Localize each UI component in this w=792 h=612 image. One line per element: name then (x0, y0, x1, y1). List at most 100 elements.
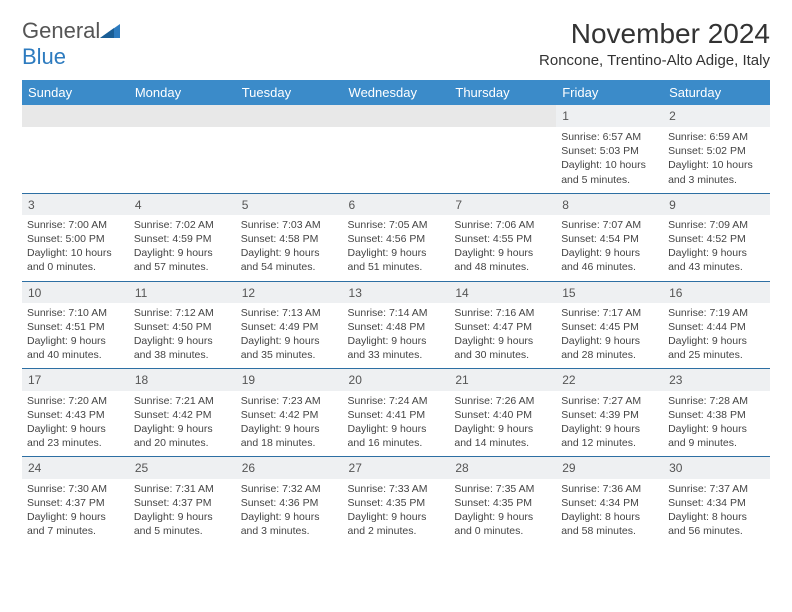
sunrise-line: Sunrise: 7:13 AM (241, 306, 338, 320)
sunset-line: Sunset: 4:54 PM (561, 232, 658, 246)
daylight-line: and 20 minutes. (134, 436, 231, 450)
daylight-line: Daylight: 9 hours (454, 422, 551, 436)
sunset-line: Sunset: 4:44 PM (668, 320, 765, 334)
daylight-line: and 57 minutes. (134, 260, 231, 274)
day-cell: Sunrise: 7:12 AMSunset: 4:50 PMDaylight:… (129, 303, 236, 369)
day-cell: Sunrise: 7:07 AMSunset: 4:54 PMDaylight:… (556, 215, 663, 281)
day-number-cell: 5 (236, 193, 343, 215)
day-cell: Sunrise: 7:10 AMSunset: 4:51 PMDaylight:… (22, 303, 129, 369)
day-number-cell: 11 (129, 281, 236, 303)
sunrise-line: Sunrise: 7:19 AM (668, 306, 765, 320)
day-number-cell: 17 (22, 369, 129, 391)
sunrise-line: Sunrise: 7:24 AM (348, 394, 445, 408)
sunset-line: Sunset: 4:51 PM (27, 320, 124, 334)
day-number-cell (22, 105, 129, 127)
sunrise-line: Sunrise: 7:03 AM (241, 218, 338, 232)
sunset-line: Sunset: 4:59 PM (134, 232, 231, 246)
day-header: Thursday (449, 80, 556, 105)
sunrise-line: Sunrise: 7:02 AM (134, 218, 231, 232)
day-cell: Sunrise: 7:03 AMSunset: 4:58 PMDaylight:… (236, 215, 343, 281)
daylight-line: Daylight: 9 hours (668, 246, 765, 260)
daylight-line: and 48 minutes. (454, 260, 551, 274)
daylight-line: and 58 minutes. (561, 524, 658, 538)
daylight-line: Daylight: 9 hours (134, 510, 231, 524)
daylight-line: Daylight: 9 hours (27, 334, 124, 348)
daylight-line: and 0 minutes. (27, 260, 124, 274)
daylight-line: and 23 minutes. (27, 436, 124, 450)
sunset-line: Sunset: 4:42 PM (241, 408, 338, 422)
sunset-line: Sunset: 4:47 PM (454, 320, 551, 334)
day-cell: Sunrise: 7:20 AMSunset: 4:43 PMDaylight:… (22, 391, 129, 457)
day-number-cell: 13 (343, 281, 450, 303)
daylight-line: and 54 minutes. (241, 260, 338, 274)
day-number-cell: 7 (449, 193, 556, 215)
day-cell: Sunrise: 7:23 AMSunset: 4:42 PMDaylight:… (236, 391, 343, 457)
sunset-line: Sunset: 4:45 PM (561, 320, 658, 334)
sunset-line: Sunset: 4:35 PM (348, 496, 445, 510)
daylight-line: Daylight: 10 hours (27, 246, 124, 260)
day-cell: Sunrise: 7:14 AMSunset: 4:48 PMDaylight:… (343, 303, 450, 369)
daylight-line: Daylight: 9 hours (134, 246, 231, 260)
sunrise-line: Sunrise: 7:10 AM (27, 306, 124, 320)
daylight-line: Daylight: 9 hours (348, 246, 445, 260)
sunrise-line: Sunrise: 7:23 AM (241, 394, 338, 408)
sunrise-line: Sunrise: 7:07 AM (561, 218, 658, 232)
sunrise-line: Sunrise: 7:28 AM (668, 394, 765, 408)
daylight-line: Daylight: 9 hours (241, 422, 338, 436)
day-number-cell: 16 (663, 281, 770, 303)
day-header: Friday (556, 80, 663, 105)
day-header: Saturday (663, 80, 770, 105)
sunrise-line: Sunrise: 7:27 AM (561, 394, 658, 408)
daylight-line: and 35 minutes. (241, 348, 338, 362)
daylight-line: Daylight: 8 hours (561, 510, 658, 524)
sunrise-line: Sunrise: 7:20 AM (27, 394, 124, 408)
day-number-cell: 27 (343, 457, 450, 479)
day-cell: Sunrise: 7:30 AMSunset: 4:37 PMDaylight:… (22, 479, 129, 545)
daylight-line: and 56 minutes. (668, 524, 765, 538)
brand-text: General Blue (22, 18, 120, 70)
location: Roncone, Trentino-Alto Adige, Italy (539, 52, 770, 69)
daylight-line: Daylight: 9 hours (561, 422, 658, 436)
day-number-cell: 9 (663, 193, 770, 215)
day-cell: Sunrise: 7:26 AMSunset: 4:40 PMDaylight:… (449, 391, 556, 457)
daylight-line: Daylight: 9 hours (668, 422, 765, 436)
day-number-cell: 2 (663, 105, 770, 127)
daylight-line: and 33 minutes. (348, 348, 445, 362)
daylight-line: and 5 minutes. (561, 173, 658, 187)
sunset-line: Sunset: 4:35 PM (454, 496, 551, 510)
daylight-line: and 12 minutes. (561, 436, 658, 450)
day-cell: Sunrise: 7:00 AMSunset: 5:00 PMDaylight:… (22, 215, 129, 281)
sunset-line: Sunset: 4:40 PM (454, 408, 551, 422)
day-header: Tuesday (236, 80, 343, 105)
sunset-line: Sunset: 4:39 PM (561, 408, 658, 422)
sunrise-line: Sunrise: 6:59 AM (668, 130, 765, 144)
sunset-line: Sunset: 4:55 PM (454, 232, 551, 246)
sunset-line: Sunset: 4:36 PM (241, 496, 338, 510)
day-number-cell: 1 (556, 105, 663, 127)
sunset-line: Sunset: 4:58 PM (241, 232, 338, 246)
sunrise-line: Sunrise: 7:05 AM (348, 218, 445, 232)
day-cell: Sunrise: 7:02 AMSunset: 4:59 PMDaylight:… (129, 215, 236, 281)
day-header: Wednesday (343, 80, 450, 105)
sunset-line: Sunset: 4:50 PM (134, 320, 231, 334)
daylight-line: Daylight: 9 hours (134, 334, 231, 348)
brand-logo: General Blue (22, 18, 120, 70)
day-cell: Sunrise: 6:59 AMSunset: 5:02 PMDaylight:… (663, 127, 770, 193)
daylight-line: Daylight: 9 hours (454, 246, 551, 260)
sunset-line: Sunset: 4:37 PM (134, 496, 231, 510)
triangle-icon (100, 18, 120, 44)
sunset-line: Sunset: 4:42 PM (134, 408, 231, 422)
day-number-cell: 24 (22, 457, 129, 479)
day-number-cell: 12 (236, 281, 343, 303)
day-number-cell: 20 (343, 369, 450, 391)
daylight-line: and 9 minutes. (668, 436, 765, 450)
sunset-line: Sunset: 4:52 PM (668, 232, 765, 246)
sunset-line: Sunset: 4:38 PM (668, 408, 765, 422)
day-cell: Sunrise: 7:17 AMSunset: 4:45 PMDaylight:… (556, 303, 663, 369)
title-block: November 2024 Roncone, Trentino-Alto Adi… (539, 18, 770, 69)
day-cell (236, 127, 343, 193)
day-number-cell: 23 (663, 369, 770, 391)
day-number-cell: 15 (556, 281, 663, 303)
day-number-cell: 22 (556, 369, 663, 391)
sunset-line: Sunset: 4:48 PM (348, 320, 445, 334)
